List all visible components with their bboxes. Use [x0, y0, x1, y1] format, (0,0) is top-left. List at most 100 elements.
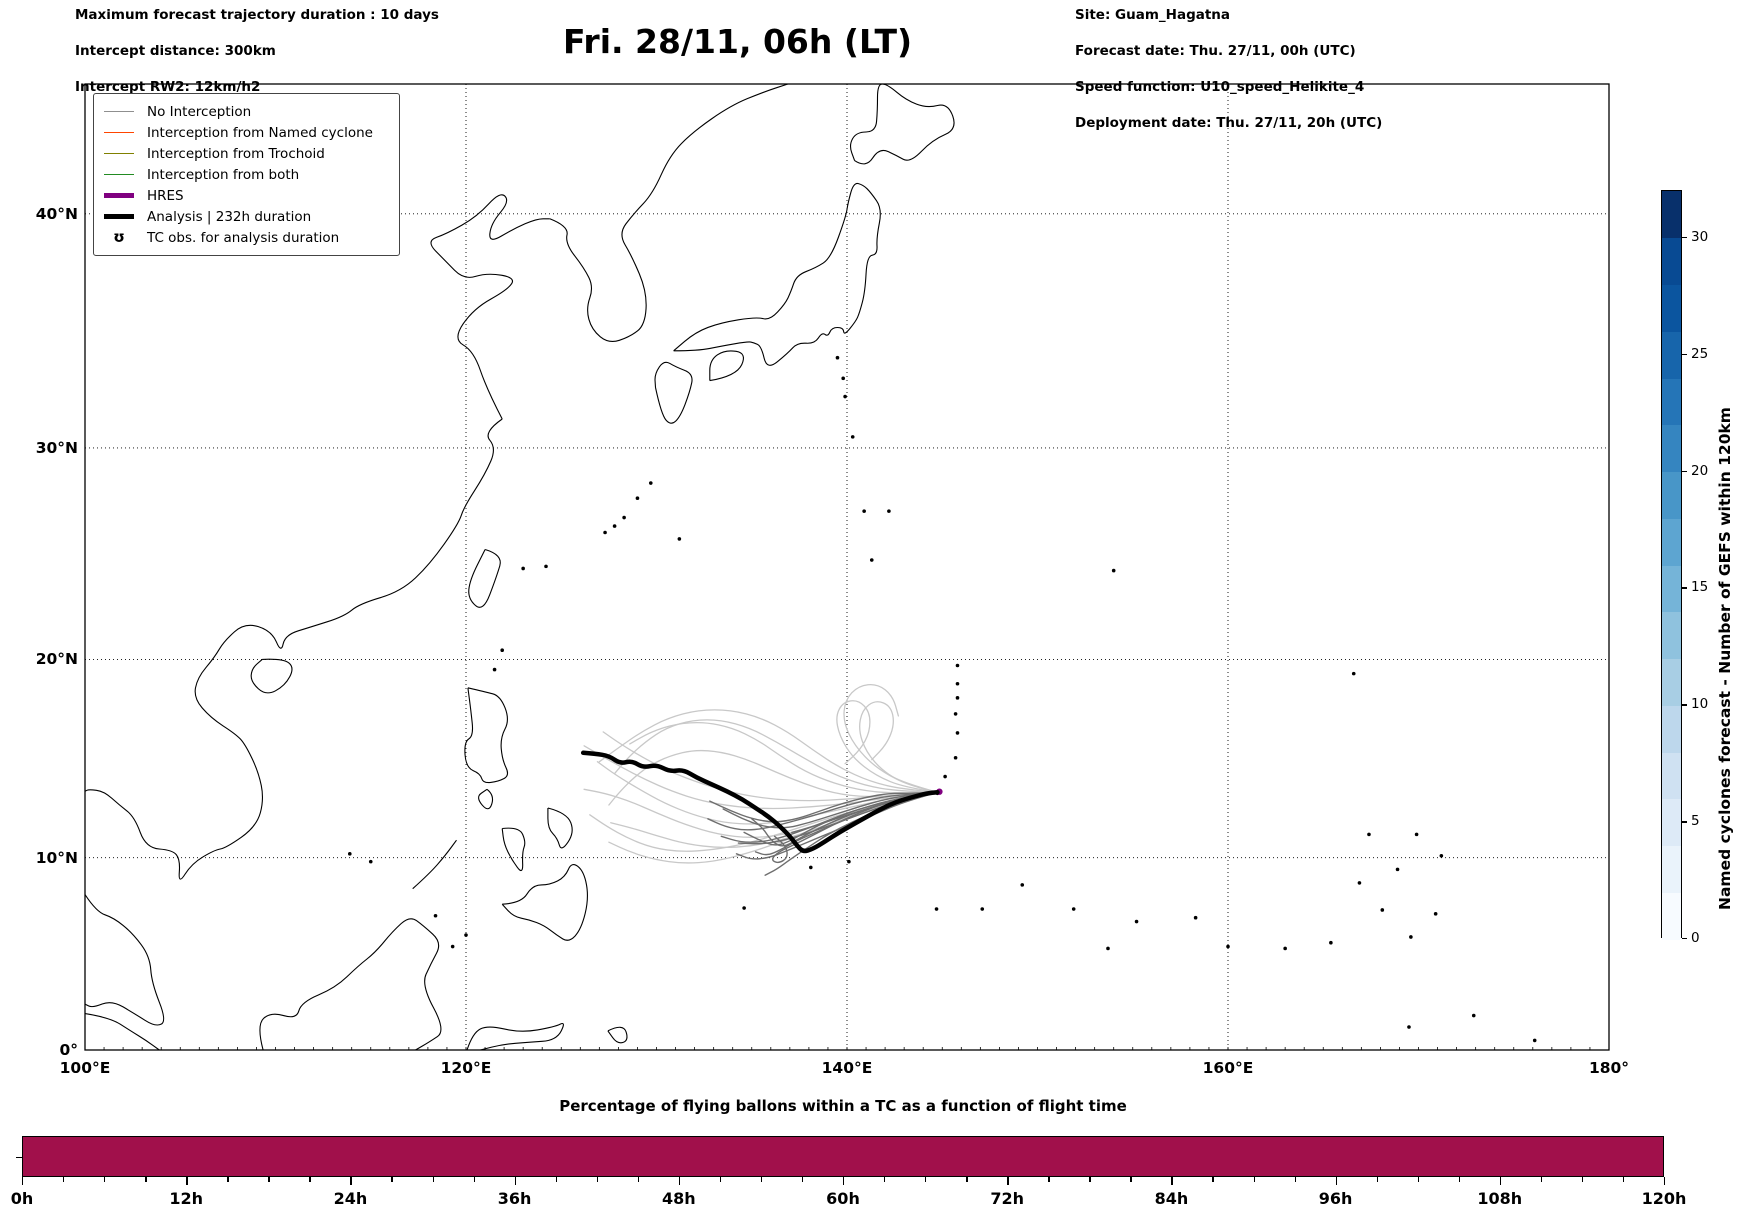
colorbar-segment	[1662, 705, 1681, 753]
bar-major-tick	[350, 1177, 352, 1185]
y-tick-label: 0°	[59, 1041, 78, 1059]
island-dot	[635, 496, 640, 500]
island-dot	[887, 509, 891, 513]
coastline	[85, 1013, 160, 1050]
legend-item: Interception from Named cyclone	[104, 122, 387, 143]
bar-minor-tick	[719, 1177, 722, 1182]
coastline	[549, 84, 789, 342]
bar-minor-tick	[1458, 1177, 1461, 1182]
graticule-gridlines	[85, 84, 1609, 1050]
x-tick-label: 100°E	[59, 1059, 111, 1077]
x-tick-label: 140°E	[821, 1059, 873, 1077]
trajectory-no-interception	[709, 791, 939, 823]
island-dot	[1111, 568, 1116, 573]
island-dot	[1134, 919, 1139, 924]
colorbar-label: Named cyclones forecast - Number of GEFS…	[1716, 407, 1734, 910]
colorbar-tick	[1682, 236, 1687, 239]
bar-major-tick	[1335, 1177, 1337, 1185]
bar-major-tick	[1007, 1177, 1009, 1185]
bar-major-tick	[843, 1177, 845, 1185]
bar-minor-tick	[801, 1177, 804, 1182]
coastline	[607, 1026, 628, 1044]
trajectory-no-interception	[583, 745, 939, 810]
island-dot	[1106, 946, 1110, 951]
coastline	[466, 1022, 564, 1050]
island-dot	[1226, 944, 1230, 949]
island-dot	[955, 731, 960, 735]
trajectory-no-interception	[613, 719, 939, 793]
legend-line-swatch	[104, 131, 134, 134]
coastline	[412, 839, 457, 890]
island-dot	[450, 944, 455, 949]
colorbar-tick-label: 20	[1691, 462, 1709, 479]
bar-minor-tick	[1622, 1177, 1625, 1182]
bar-minor-tick	[1253, 1177, 1255, 1182]
island-dot	[521, 566, 525, 571]
deployment-date-line: Deployment date: Thu. 27/11, 20h (UTC)	[1075, 115, 1383, 131]
island-dot	[835, 355, 840, 360]
bar-minor-tick	[145, 1177, 147, 1182]
analysis-track	[580, 750, 940, 854]
island-dot	[612, 524, 617, 528]
bar-y-tick	[16, 1156, 22, 1158]
island-dot	[869, 558, 874, 562]
island-dot	[934, 907, 939, 911]
coastline	[85, 418, 503, 880]
colorbar-tick	[1682, 470, 1687, 472]
bar-x-tick-label: 96h	[1318, 1189, 1353, 1208]
colorbar-tick-label: 5	[1691, 813, 1700, 830]
coastline	[85, 894, 165, 1026]
island-dot	[1471, 1013, 1476, 1018]
legend-item-label: Interception from both	[147, 166, 300, 183]
island-dot	[1351, 671, 1356, 676]
island-dot	[433, 913, 438, 918]
bar-minor-tick	[1540, 1177, 1543, 1182]
colorbar-segment	[1662, 237, 1681, 285]
trajectory-no-interception	[602, 731, 939, 802]
island-dot	[850, 435, 855, 439]
ensemble-trajectories-light	[583, 683, 939, 864]
island-dot	[1409, 935, 1413, 939]
legend-line	[104, 173, 134, 176]
bar-major-tick	[1171, 1177, 1173, 1185]
bar-minor-tick	[63, 1177, 65, 1182]
bar-minor-tick	[1130, 1177, 1132, 1182]
bar-x-tick-label: 48h	[661, 1189, 696, 1208]
intercept-rw2-line: Intercept RW2: 12km/h2	[75, 79, 261, 95]
coastline	[259, 918, 442, 1050]
coastline	[709, 350, 744, 382]
coastline	[468, 548, 501, 608]
y-tick-label: 30°N	[35, 438, 78, 457]
speed-function-line: Speed function: U10_speed_Helikite_4	[1075, 79, 1365, 95]
legend-item-label: Interception from Named cyclone	[147, 124, 373, 141]
trajectory-no-interception	[596, 761, 939, 825]
coastline	[250, 658, 293, 694]
colorbar-segment	[1662, 565, 1681, 613]
legend-item: ʊ TC obs. for analysis duration	[104, 227, 387, 248]
bar-minor-tick	[596, 1177, 599, 1182]
legend-line-swatch	[104, 110, 134, 113]
y-tick-label: 10°N	[35, 848, 78, 867]
trajectory-no-interception	[722, 791, 939, 829]
colorbar-segment	[1662, 752, 1681, 800]
bar-minor-tick	[1581, 1177, 1584, 1182]
island-dot	[955, 663, 960, 668]
trajectory-no-interception	[608, 749, 939, 806]
trajectory-no-interception	[735, 791, 939, 860]
island-dot	[544, 564, 548, 569]
coastlines	[85, 84, 955, 1050]
island-dot	[1329, 940, 1333, 945]
island-dot	[980, 907, 985, 911]
header-right-info: Site: Guam_Hagatna Forecast date: Thu. 2…	[1075, 6, 1382, 132]
island-dot	[1433, 912, 1438, 916]
bar-minor-tick	[227, 1177, 229, 1182]
bar-minor-tick	[555, 1177, 558, 1182]
island-dot	[847, 859, 851, 864]
island-dot	[648, 481, 653, 485]
bar-major-tick	[1664, 1177, 1666, 1185]
bar-minor-tick	[1294, 1177, 1296, 1182]
legend-item: Analysis | 232h duration	[104, 206, 387, 227]
figure-title: Fri. 28/11, 06h (LT)	[563, 22, 913, 61]
colorbar-segment	[1662, 798, 1681, 846]
map-legend: No Interception Interception from Named c…	[93, 93, 400, 256]
